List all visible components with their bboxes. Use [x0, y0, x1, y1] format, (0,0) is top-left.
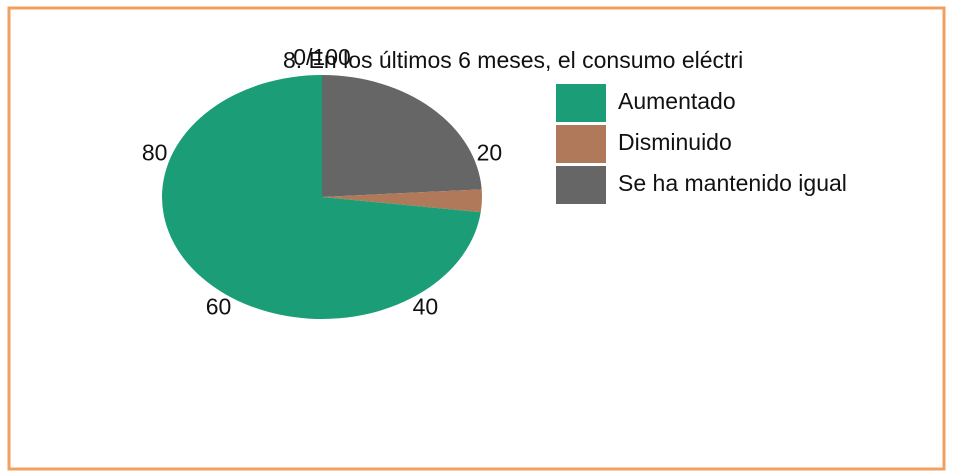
axis-tick-label: 20: [477, 139, 503, 165]
labels: 8. En los últimos 6 meses, el consumo el…: [142, 44, 847, 320]
pie-slice: [322, 75, 482, 197]
pie: [161, 75, 483, 320]
legend-swatch: [556, 125, 606, 163]
frame: [7, 6, 946, 471]
pie-slice: [322, 189, 483, 213]
axis-tick-label: 40: [413, 294, 439, 320]
chart-title: 8. En los últimos 6 meses, el consumo el…: [283, 47, 743, 73]
axis-tick-label: 60: [206, 294, 232, 320]
axis-tick-label: 0/100: [293, 44, 351, 70]
axis-tick-label: 80: [142, 139, 168, 165]
legend-swatch: [556, 84, 606, 122]
pie-slice: [161, 75, 481, 320]
legend-label: Aumentado: [618, 88, 736, 114]
legend-swatch: [556, 166, 606, 204]
legend-label: Disminuido: [618, 129, 732, 155]
legend-label: Se ha mantenido igual: [618, 170, 847, 196]
